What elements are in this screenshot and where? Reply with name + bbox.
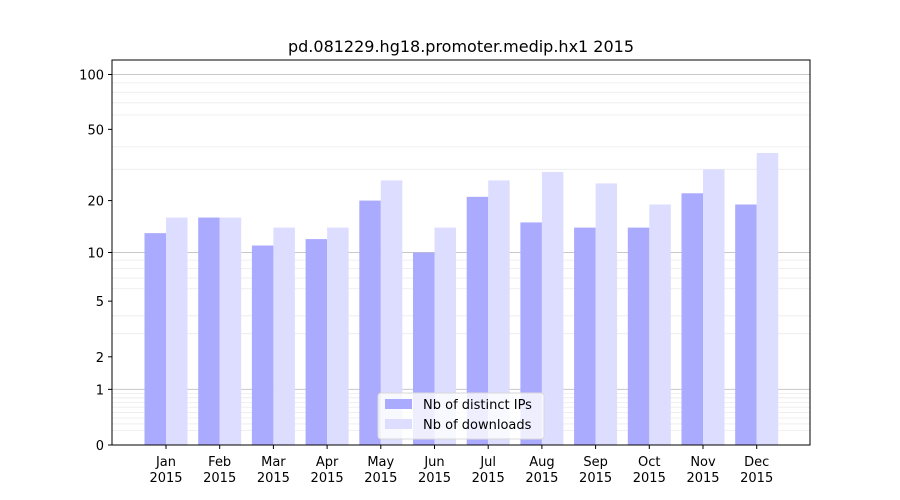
y-tick-label: 0	[96, 439, 104, 454]
bar-downloads	[541, 171, 564, 445]
bar-distinct-ips	[735, 204, 757, 445]
x-tick-label-year: 2015	[149, 471, 182, 486]
legend-swatch	[385, 399, 412, 409]
x-tick-label-month: Apr	[316, 455, 339, 470]
y-tick-label: 20	[87, 195, 104, 210]
y-tick-label: 5	[96, 295, 104, 310]
x-tick-label-month: Nov	[690, 455, 716, 470]
bar-downloads	[595, 183, 618, 445]
bar-distinct-ips	[144, 233, 166, 445]
x-tick-label-year: 2015	[418, 471, 451, 486]
y-tick-label: 10	[87, 247, 104, 262]
bar-downloads	[273, 227, 295, 445]
bar-downloads	[756, 152, 779, 445]
x-tick-label-year: 2015	[686, 471, 719, 486]
legend-box	[377, 392, 545, 440]
bar-distinct-ips	[466, 196, 489, 445]
x-tick-label-year: 2015	[311, 471, 344, 486]
x-tick-label-year: 2015	[740, 471, 773, 486]
bar-distinct-ips	[574, 227, 596, 445]
x-tick-label-month: Jun	[423, 455, 444, 470]
bar-downloads	[219, 217, 242, 445]
x-tick-label-year: 2015	[203, 471, 236, 486]
x-axis: Jan2015Feb2015Mar2015Apr2015May2015Jun20…	[149, 445, 773, 486]
bar-downloads	[488, 180, 510, 446]
bar-distinct-ips	[359, 200, 381, 445]
x-tick-label-year: 2015	[633, 471, 666, 486]
y-tick-label: 2	[96, 351, 104, 366]
bar-distinct-ips	[681, 193, 703, 445]
bar-downloads	[434, 227, 456, 445]
x-tick-label-month: Oct	[638, 455, 660, 470]
x-tick-label-month: May	[367, 455, 394, 470]
bar-distinct-ips	[305, 239, 328, 445]
bars	[144, 152, 779, 446]
y-tick-label: 100	[79, 69, 104, 84]
bar-distinct-ips	[198, 217, 220, 445]
legend-label: Nb of downloads	[423, 418, 532, 433]
chart-title: pd.081229.hg18.promoter.medip.hx1 2015	[288, 37, 634, 56]
y-tick-label: 1	[96, 383, 104, 398]
bar-downloads	[327, 227, 349, 445]
x-tick-label-month: Aug	[529, 455, 554, 470]
x-tick-label-year: 2015	[472, 471, 505, 486]
bar-distinct-ips	[627, 227, 650, 445]
x-tick-label-year: 2015	[364, 471, 397, 486]
bar-downloads	[166, 217, 188, 445]
legend-label: Nb of distinct IPs	[423, 398, 532, 413]
legend: Nb of distinct IPs Nb of downloads	[377, 392, 545, 440]
y-tick-label: 50	[87, 123, 104, 138]
bar-distinct-ips	[251, 245, 274, 445]
x-tick-label-month: Sep	[583, 455, 608, 470]
bar-downloads	[380, 180, 403, 446]
y-axis: 0 1 2 5 10 20 50 100	[79, 69, 112, 454]
bar-distinct-ips	[520, 222, 542, 445]
x-tick-label-month: Jul	[479, 455, 496, 470]
legend-swatch	[385, 419, 412, 429]
x-tick-label-month: Feb	[208, 455, 231, 470]
x-tick-label-month: Jan	[155, 455, 176, 470]
x-tick-label-month: Dec	[744, 455, 769, 470]
x-tick-label-year: 2015	[525, 471, 558, 486]
x-tick-label-year: 2015	[579, 471, 612, 486]
bar-downloads	[649, 204, 671, 445]
x-tick-label-year: 2015	[257, 471, 290, 486]
bar-downloads	[703, 169, 725, 445]
x-tick-label-month: Mar	[261, 455, 286, 470]
